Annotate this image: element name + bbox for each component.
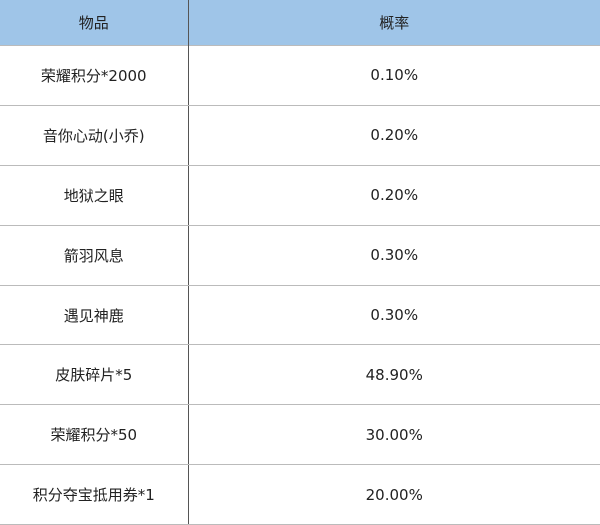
header-item: 物品 (0, 0, 189, 46)
table-row: 荣耀积分*50 30.00% (0, 404, 600, 466)
probability-cell: 48.90% (188, 344, 600, 406)
item-cell: 荣耀积分*50 (0, 404, 189, 466)
table-row: 皮肤碎片*5 48.90% (0, 344, 600, 406)
probability-cell: 0.30% (188, 224, 600, 286)
item-cell: 箭羽风息 (0, 224, 189, 286)
header-row: 物品 概率 (0, 0, 600, 46)
table-row: 箭羽风息 0.30% (0, 224, 600, 286)
item-cell: 音你心动(小乔) (0, 104, 189, 166)
probability-cell: 0.30% (188, 284, 600, 346)
item-cell: 地狱之眼 (0, 164, 189, 226)
table-row: 积分夺宝抵用券*1 20.00% (0, 464, 600, 525)
header-probability: 概率 (188, 0, 600, 46)
item-cell: 积分夺宝抵用券*1 (0, 464, 189, 525)
item-cell: 荣耀积分*2000 (0, 45, 189, 106)
probability-cell: 0.20% (188, 164, 600, 226)
table-row: 荣耀积分*2000 0.10% (0, 45, 600, 106)
probability-cell: 20.00% (188, 464, 600, 525)
probability-cell: 30.00% (188, 404, 600, 466)
table-row: 遇见神鹿 0.30% (0, 284, 600, 346)
probability-cell: 0.20% (188, 104, 600, 166)
table-row: 音你心动(小乔) 0.20% (0, 104, 600, 166)
item-cell: 遇见神鹿 (0, 284, 189, 346)
table-row: 地狱之眼 0.20% (0, 164, 600, 226)
item-cell: 皮肤碎片*5 (0, 344, 189, 406)
probability-cell: 0.10% (188, 45, 600, 106)
